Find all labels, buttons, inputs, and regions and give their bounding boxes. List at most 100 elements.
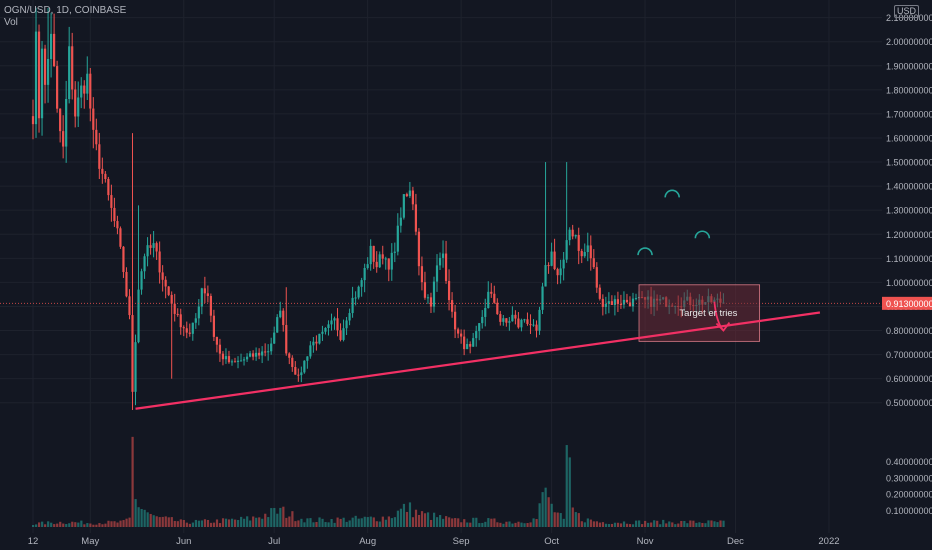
volume-bar	[95, 524, 98, 527]
candle-body	[200, 288, 203, 307]
volume-bar	[451, 518, 454, 527]
x-tick-label: 12	[28, 536, 39, 547]
candle-body	[634, 298, 638, 300]
candle-body	[435, 265, 439, 282]
down-arrow-head	[715, 321, 731, 332]
volume-bar	[532, 518, 535, 527]
candle-body	[31, 116, 35, 125]
volume-bar	[381, 516, 384, 527]
candle-body	[179, 314, 182, 328]
volume-bar	[173, 520, 176, 527]
volume-bar	[363, 516, 366, 527]
volume-bar	[411, 517, 415, 527]
volume-bar	[330, 518, 333, 527]
x-tick-label: Oct	[544, 536, 559, 547]
volume-bar	[116, 522, 119, 527]
volume-bar	[616, 522, 620, 527]
volume-bar	[442, 518, 445, 527]
candle-body	[185, 328, 188, 333]
candle-body	[56, 66, 59, 109]
volume-bar	[206, 519, 210, 527]
volume-bar	[285, 517, 288, 527]
volume-bar	[221, 518, 225, 527]
volume-bar	[481, 522, 484, 527]
candle-body	[553, 251, 556, 270]
volume-bar	[695, 522, 698, 527]
volume-bar	[224, 518, 228, 527]
volume-bar	[270, 508, 273, 527]
pattern-arc	[694, 230, 711, 239]
candle-body	[631, 298, 635, 307]
volume-bar	[622, 521, 626, 527]
candle-body	[547, 265, 550, 267]
y-tick-label: 0.60000000	[886, 374, 932, 384]
volume-bar	[631, 524, 635, 527]
volume-bar	[203, 519, 207, 527]
support-trendline	[135, 311, 821, 410]
candle-body	[559, 268, 562, 276]
candle-body	[450, 300, 454, 312]
candle-body	[423, 282, 427, 298]
volume-label: Vol	[4, 17, 18, 28]
volume-bar	[619, 523, 623, 527]
last-price-tag	[882, 296, 932, 310]
volume-bar	[457, 518, 460, 527]
candle-body	[282, 310, 285, 326]
volume-bar	[188, 523, 191, 527]
candle-body	[167, 286, 170, 295]
volume-bar	[722, 520, 725, 527]
volume-bar	[375, 521, 378, 527]
candle-body	[303, 360, 306, 373]
candle-body	[351, 297, 354, 314]
candle-body	[604, 303, 607, 307]
candle-body	[475, 331, 478, 339]
candle-body	[598, 287, 601, 299]
volume-bar	[246, 516, 249, 527]
volume-bar	[707, 520, 710, 527]
candle-body	[80, 85, 83, 98]
volume-bar	[662, 519, 665, 527]
candle-body	[224, 356, 228, 360]
candle-body	[414, 204, 418, 232]
candle-body	[481, 316, 484, 324]
volume-bar	[565, 445, 568, 527]
candle-body	[134, 342, 137, 392]
candle-body	[230, 361, 234, 363]
volume-bar	[98, 523, 101, 527]
candle-body	[490, 291, 493, 294]
volume-bar	[47, 521, 50, 527]
candle-body	[502, 318, 505, 322]
y-tick-label: 1.30000000	[886, 206, 932, 216]
volume-bar	[399, 508, 403, 527]
candle-body	[487, 291, 490, 309]
volume-bar	[185, 522, 188, 527]
volume-bar	[191, 522, 194, 527]
volume-bar	[360, 518, 363, 527]
volume-bar	[107, 520, 110, 527]
candle-body	[239, 360, 243, 362]
candle-body	[607, 301, 610, 304]
candle-body	[493, 293, 496, 303]
candle-body	[143, 256, 146, 272]
currency-badge[interactable]: USD	[893, 5, 919, 18]
candle-body	[478, 323, 481, 332]
volume-bar	[230, 518, 234, 527]
y-tick-label: 2.00000000	[886, 37, 932, 47]
volume-bar	[128, 517, 131, 527]
candle-body	[327, 324, 330, 329]
candle-body	[387, 258, 390, 270]
candle-body	[125, 271, 128, 297]
candle-body	[417, 231, 421, 267]
candle-body	[484, 308, 487, 317]
candle-body	[203, 288, 206, 294]
candle-body	[279, 310, 282, 318]
candle-body	[420, 266, 424, 283]
candle-body	[619, 303, 623, 305]
candle-body	[625, 299, 629, 303]
volume-bar	[562, 518, 565, 527]
volume-bar	[538, 503, 541, 527]
volume-bar	[475, 517, 478, 527]
candle-body	[261, 351, 264, 356]
volume-bar	[541, 492, 544, 527]
